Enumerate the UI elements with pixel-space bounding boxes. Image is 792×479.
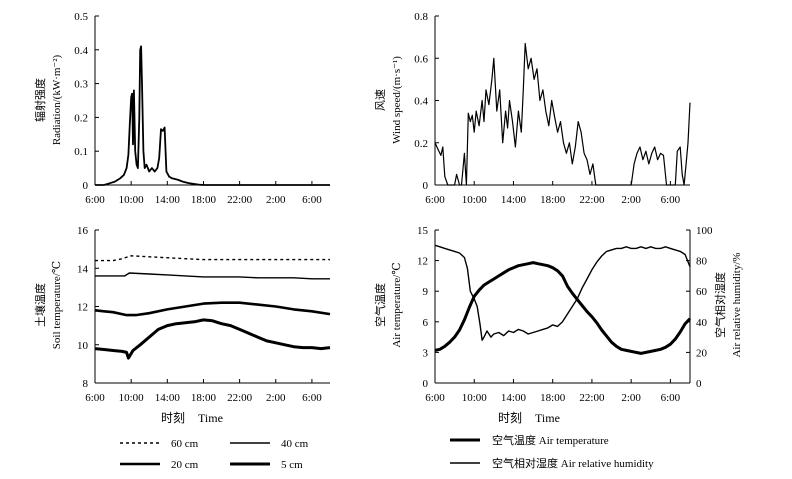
air-ylabel-en: Air temperature/℃ xyxy=(391,262,403,347)
wind-xtick-label: 10:00 xyxy=(462,194,488,206)
radiation-xtick-label: 6:00 xyxy=(85,194,105,206)
air-xtick-label: 6:00 xyxy=(661,392,681,404)
radiation-ytick-label: 0.5 xyxy=(74,11,88,23)
wind-xtick-label: 18:00 xyxy=(540,194,566,206)
radiation-ylabel-en: Radiation/(kW·m⁻²) xyxy=(51,54,63,145)
soil-ylabel-cn: 土壤温度 xyxy=(33,283,47,327)
air-legend: 空气温度 Air temperature 空气相对湿度 Air relative… xyxy=(450,433,654,470)
radiation-xtick-label: 6:00 xyxy=(302,194,322,206)
air-ytick-label: 15 xyxy=(417,225,429,237)
air-ytick-label: 0 xyxy=(423,378,429,390)
wind-ylabel-cn: 风速 xyxy=(374,89,387,111)
soil-ytick-label: 10 xyxy=(77,340,89,352)
air-xtick-label: 22:00 xyxy=(579,392,605,404)
wind-ytick-label: 0.2 xyxy=(414,138,428,150)
soil-temperature-chart: 8 10 12 14 16 6:00 10:00 14:00 18:00 22:00 2:00 6:0… xyxy=(77,225,331,404)
soil-xtick-label: 6:00 xyxy=(302,392,322,404)
air-ytick-label: 3 xyxy=(423,347,429,359)
air-xlabel-cn: 时刻 xyxy=(498,411,522,425)
legend-label-air-humidity: 空气相对湿度 Air relative humidity xyxy=(492,456,654,470)
air-ytick-label: 6 xyxy=(423,317,429,329)
air-y2tick-label: 0 xyxy=(696,378,702,390)
air-y2tick-label: 80 xyxy=(696,256,708,268)
air-xtick-label: 14:00 xyxy=(501,392,527,404)
legend-label-40cm: 40 cm xyxy=(281,438,309,450)
soil-series-0 xyxy=(95,255,330,262)
soil-xtick-label: 18:00 xyxy=(191,392,217,404)
air-xlabel-en: Time xyxy=(535,411,560,425)
wind-xtick-label: 22:00 xyxy=(579,194,605,206)
soil-xtick-label: 14:00 xyxy=(155,392,181,404)
air-y2tick-label: 20 xyxy=(696,347,708,359)
radiation-ytick-label: 0 xyxy=(83,180,89,192)
air-ytick-label: 9 xyxy=(423,286,429,298)
soil-series-2 xyxy=(94,301,331,317)
air-y2tick-label: 60 xyxy=(696,286,708,298)
legend-label-20cm: 20 cm xyxy=(171,459,199,471)
radiation-ytick-label: 0.4 xyxy=(74,45,88,57)
radiation-xtick-label: 10:00 xyxy=(119,194,145,206)
radiation-ytick-label: 0.2 xyxy=(74,112,88,124)
air-xtick-label: 6:00 xyxy=(425,392,445,404)
soil-ylabel-en: Soil temperature/℃ xyxy=(51,261,63,349)
radiation-series-0 xyxy=(95,45,330,186)
soil-xtick-label: 6:00 xyxy=(85,392,105,404)
wind-xtick-label: 6:00 xyxy=(661,194,681,206)
radiation-xtick-label: 2:00 xyxy=(266,194,286,206)
air-ytick-label: 12 xyxy=(417,256,428,268)
air-series-1 xyxy=(434,244,691,341)
air-xtick-label: 18:00 xyxy=(540,392,566,404)
soil-series-1 xyxy=(95,272,330,280)
air-xtick-label: 10:00 xyxy=(462,392,488,404)
soil-ytick-label: 16 xyxy=(77,225,89,237)
radiation-xtick-label: 18:00 xyxy=(191,194,217,206)
air-ylabel2-en: Air relative humidity/% xyxy=(731,252,743,357)
air-ylabel-cn: 空气温度 xyxy=(373,283,387,327)
wind-xtick-label: 2:00 xyxy=(621,194,641,206)
soil-xlabel-en: Time xyxy=(198,411,223,425)
air-xtick-label: 2:00 xyxy=(621,392,641,404)
air-y2tick-label: 100 xyxy=(696,225,713,237)
soil-xtick-label: 22:00 xyxy=(227,392,253,404)
radiation-xtick-label: 14:00 xyxy=(155,194,181,206)
soil-ytick-label: 8 xyxy=(83,378,89,390)
air-temperature-humidity-chart: 0 3 6 9 12 15 0 20 40 60 80 100 6:00 10:00 14:00 18:00 2… xyxy=(417,225,713,404)
wind-ytick-label: 0.8 xyxy=(414,11,428,23)
wind-xtick-label: 6:00 xyxy=(425,194,445,206)
legend-label-60cm: 60 cm xyxy=(171,438,199,450)
radiation-xtick-label: 22:00 xyxy=(227,194,253,206)
soil-xtick-label: 2:00 xyxy=(266,392,286,404)
legend-label-5cm: 5 cm xyxy=(281,459,303,471)
radiation-ytick-label: 0.3 xyxy=(74,79,88,91)
air-series-0 xyxy=(434,261,692,355)
wind-chart: 0 0.2 0.4 0.6 0.8 6:00 10:00 14:00 18:00 22:00 2:0… xyxy=(414,11,691,206)
soil-xtick-label: 10:00 xyxy=(119,392,145,404)
wind-ytick-label: 0.4 xyxy=(414,96,428,108)
air-y2tick-label: 40 xyxy=(696,317,708,329)
wind-ylabel-en: Wind speed/(m·s⁻¹) xyxy=(391,56,403,144)
air-ylabel2-cn: 空气相对湿度 xyxy=(713,272,727,338)
wind-xtick-label: 14:00 xyxy=(501,194,527,206)
wind-ytick-label: 0 xyxy=(423,180,429,192)
radiation-ytick-label: 0.1 xyxy=(74,146,88,158)
soil-series-3 xyxy=(94,318,331,360)
soil-xlabel-cn: 时刻 xyxy=(161,411,185,425)
soil-legend: 60 cm 40 cm 20 cm 5 cm xyxy=(120,438,309,471)
radiation-chart: 0 0.1 0.2 0.3 0.4 0.5 6:00 10:00 14:00 18:00 22:00… xyxy=(74,11,330,206)
legend-label-air-temperature: 空气温度 Air temperature xyxy=(492,433,609,447)
wind-ytick-label: 0.6 xyxy=(414,53,428,65)
wind-series-0 xyxy=(434,42,691,186)
soil-ytick-label: 12 xyxy=(77,302,88,314)
soil-ytick-label: 14 xyxy=(77,263,89,275)
radiation-ylabel-cn: 辐射强度 xyxy=(33,78,47,122)
